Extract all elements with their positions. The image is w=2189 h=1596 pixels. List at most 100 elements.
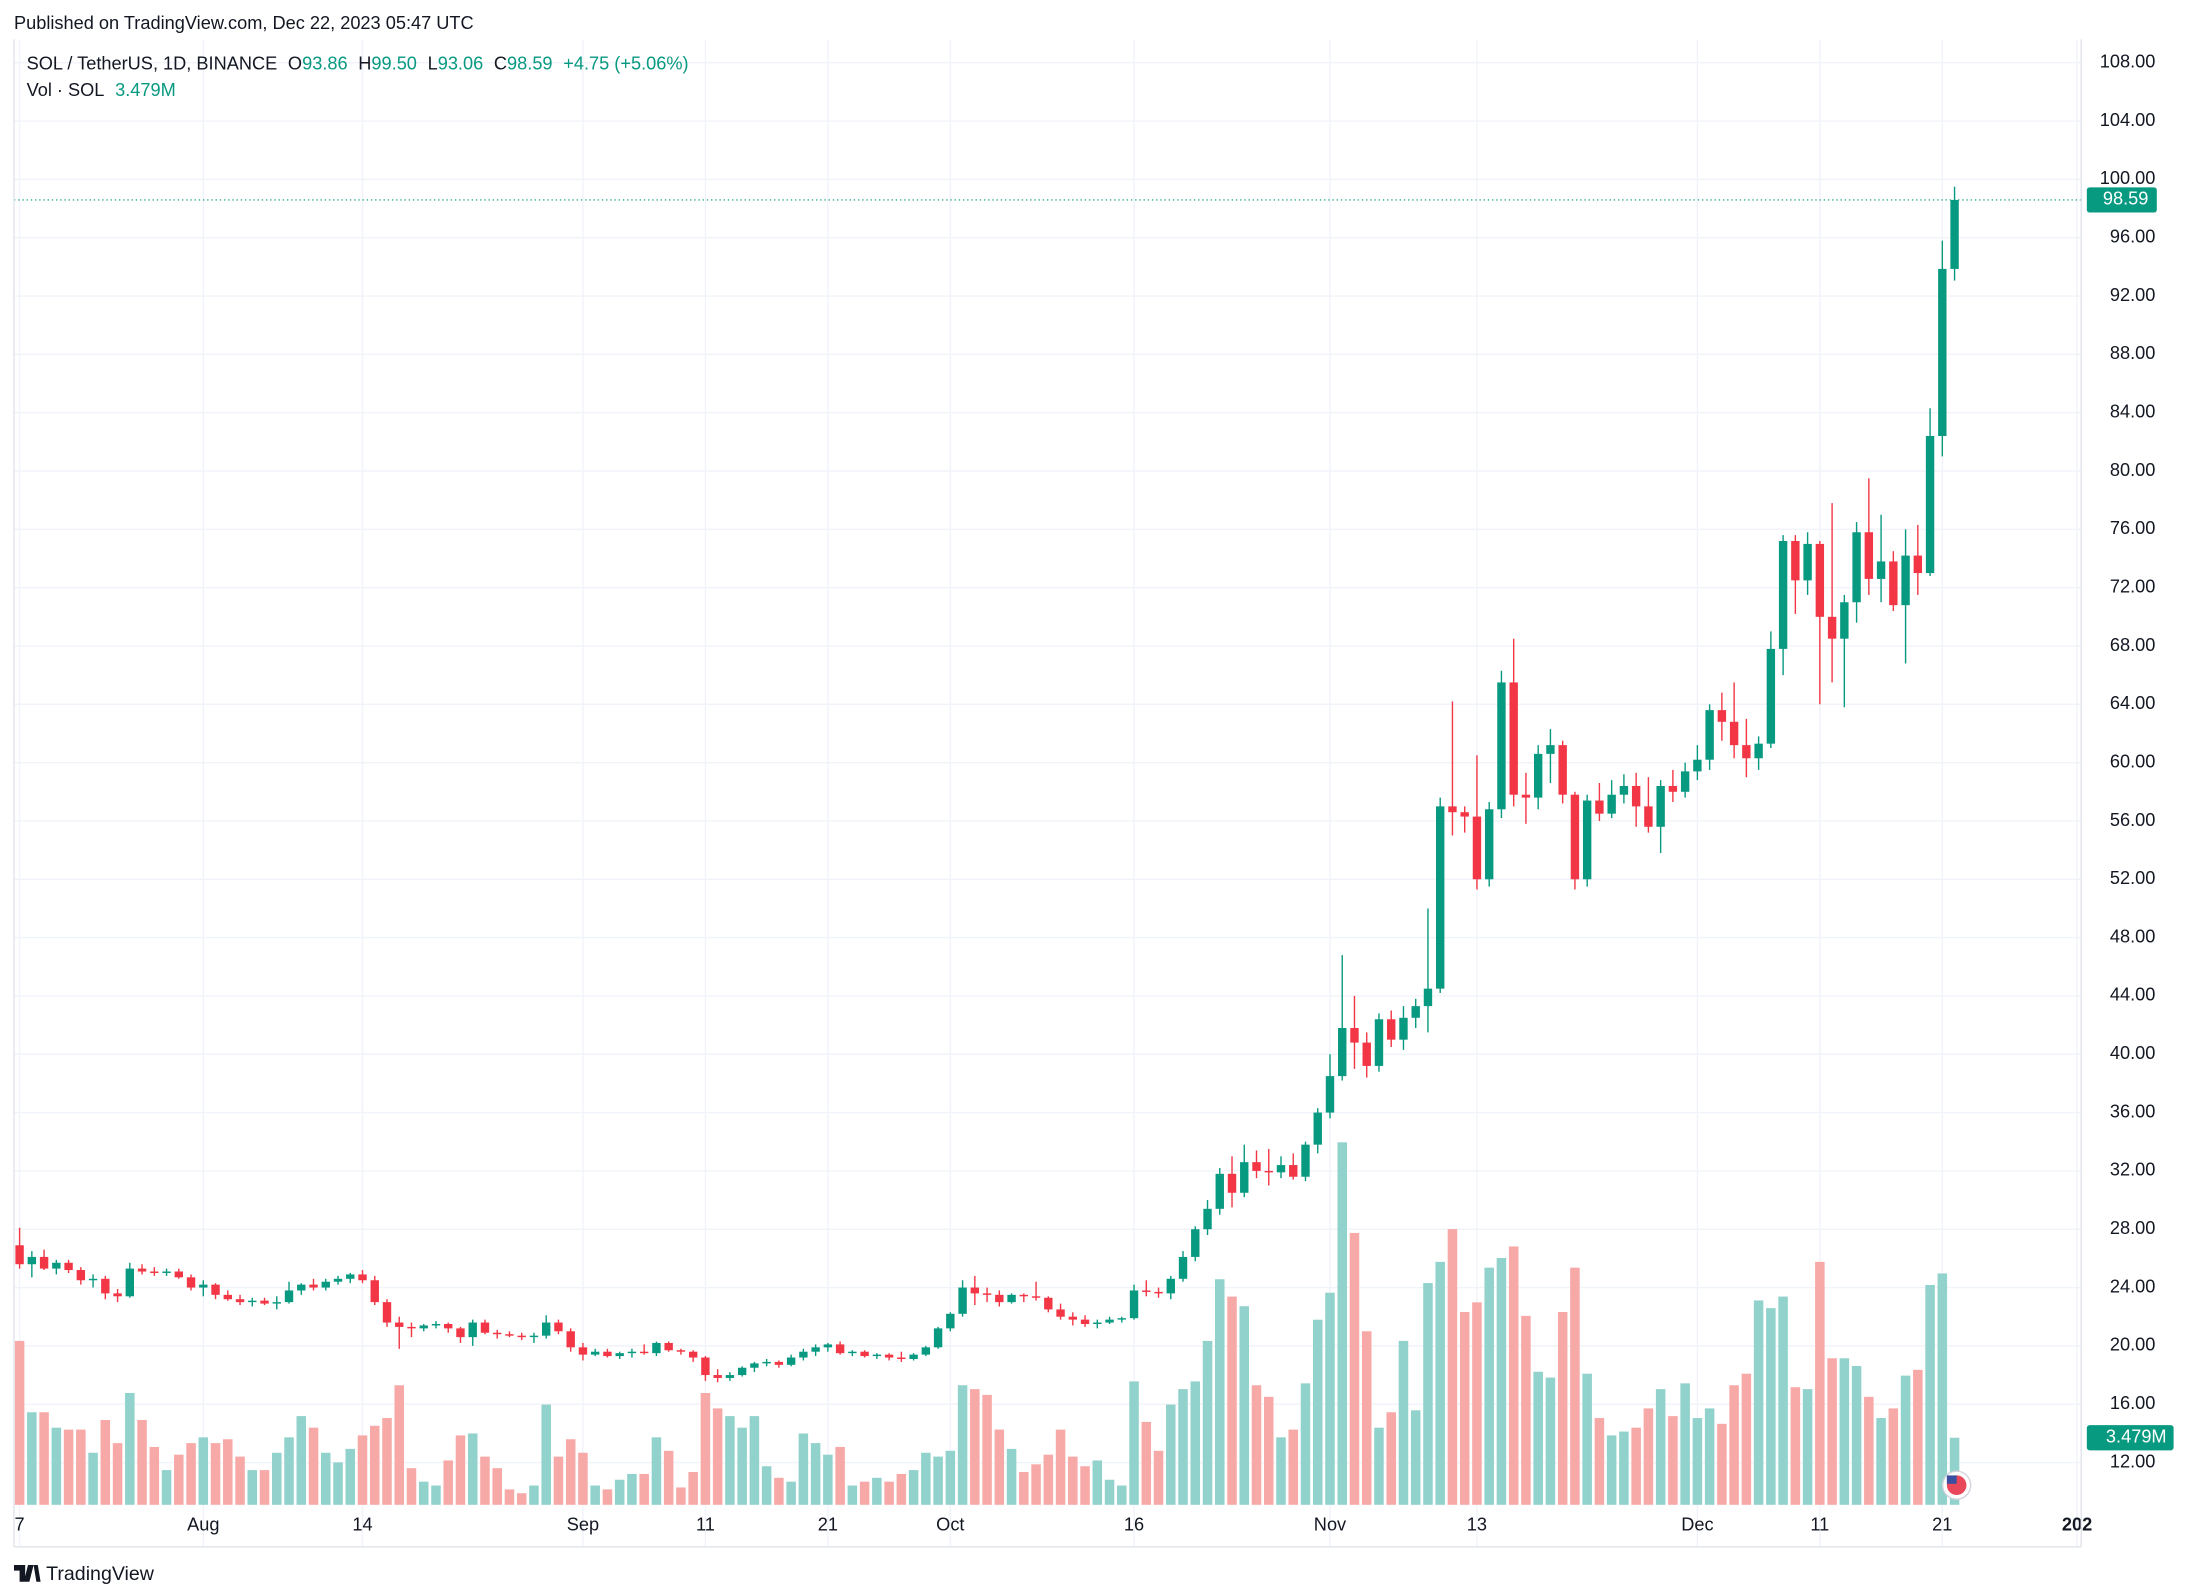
volume-bar (627, 1473, 637, 1505)
volume-bar (1410, 1410, 1421, 1505)
volume-bar (970, 1389, 980, 1505)
candle-body (137, 1268, 147, 1272)
volume-bar (345, 1448, 356, 1505)
y-tick-label: 24.00 (2110, 1276, 2156, 1296)
volume-bar (467, 1433, 478, 1505)
candle-body (664, 1342, 673, 1351)
y-tick-label: 60.00 (2110, 751, 2156, 771)
volume-bar (1680, 1383, 1690, 1505)
volume-bar (1533, 1371, 1543, 1505)
volume-bar (1900, 1375, 1911, 1505)
candle-body (358, 1274, 367, 1281)
candle-body (517, 1335, 526, 1338)
volume-bar (884, 1481, 894, 1505)
volume-bar (149, 1446, 160, 1505)
y-tick-label: 28.00 (2110, 1218, 2156, 1238)
candle-body (786, 1357, 796, 1365)
volume-bar (1472, 1302, 1482, 1505)
candle-body (1068, 1316, 1078, 1320)
candle-body (897, 1357, 906, 1359)
y-tick-label: 92.00 (2110, 285, 2156, 305)
candle-body (750, 1363, 759, 1368)
candle-body (346, 1274, 355, 1279)
volume-bar (1851, 1365, 1862, 1505)
volume-bar (1790, 1387, 1801, 1505)
candle-body (1142, 1290, 1151, 1292)
candle-body (297, 1284, 306, 1291)
candle-body (1399, 1017, 1408, 1040)
volume-bar (259, 1470, 270, 1505)
candle-body (799, 1351, 808, 1358)
candle-body (1289, 1165, 1298, 1177)
candle-body (272, 1302, 281, 1304)
volume-bar (480, 1456, 490, 1505)
candle-body (1227, 1173, 1237, 1193)
x-tick-label: Aug (187, 1515, 219, 1535)
candle-body (444, 1324, 453, 1329)
volume-bar (1202, 1340, 1213, 1505)
volume-bar (1349, 1232, 1360, 1505)
candle-body (1631, 785, 1641, 807)
volume-bar (1741, 1373, 1752, 1505)
candle-body (419, 1325, 428, 1329)
volume-bar (394, 1385, 404, 1505)
candle-body (1889, 561, 1898, 606)
candle-body (1656, 785, 1665, 827)
volume-bar (516, 1493, 527, 1505)
candle-body (1448, 806, 1457, 813)
candle-body (260, 1300, 269, 1304)
volume-bar (284, 1437, 294, 1505)
candle-body (1693, 759, 1702, 772)
candle-body (1350, 1028, 1359, 1043)
volume-bar (1545, 1377, 1556, 1505)
candle-body (860, 1351, 869, 1357)
candle-body (1901, 555, 1910, 606)
volume-bar (1423, 1283, 1433, 1505)
candle-body (407, 1326, 416, 1329)
open-key: O (288, 53, 302, 73)
volume-bar (1717, 1423, 1727, 1505)
volume-bar (137, 1419, 147, 1505)
candle-body (1105, 1319, 1114, 1323)
candle-body (737, 1367, 747, 1376)
candle-body (835, 1344, 845, 1354)
volume-bar (1374, 1427, 1384, 1505)
volume-bar (492, 1468, 502, 1505)
volume-bar (455, 1435, 466, 1505)
volume-bar (1521, 1315, 1531, 1505)
candle-body (578, 1347, 588, 1355)
candle-body (701, 1357, 710, 1376)
candle-body (431, 1324, 441, 1326)
volume-bar (1925, 1284, 1935, 1505)
volume-bar (1753, 1300, 1764, 1505)
volume-bar (1704, 1408, 1715, 1505)
candle-body (1093, 1322, 1102, 1325)
x-tick-label: 11 (696, 1515, 715, 1535)
candle-body (480, 1322, 490, 1333)
volume-bar (872, 1477, 882, 1505)
volume-bar (859, 1481, 870, 1505)
volume-bar (1361, 1331, 1372, 1505)
candle-body (1803, 543, 1812, 581)
candle-body (1950, 199, 1959, 269)
candle-body (1791, 540, 1800, 581)
candle-body (1558, 745, 1567, 795)
volume-bar (639, 1473, 649, 1505)
candle-body (1521, 794, 1531, 798)
candle-body (162, 1271, 171, 1273)
candle-body (1007, 1294, 1016, 1303)
volume-bar (1766, 1308, 1776, 1505)
candle-body (1570, 794, 1580, 880)
candle-body (1117, 1318, 1126, 1320)
candle-body (1815, 543, 1825, 617)
volume-bar (774, 1477, 784, 1505)
volume-bar (1484, 1267, 1494, 1505)
volume-bar (933, 1456, 943, 1505)
candle-body (113, 1293, 122, 1297)
low-value: 93.06 (438, 53, 484, 73)
candle-body (1460, 812, 1469, 817)
candle-body (1840, 602, 1849, 639)
candle-body (321, 1281, 330, 1288)
volume-bar (1864, 1396, 1874, 1505)
